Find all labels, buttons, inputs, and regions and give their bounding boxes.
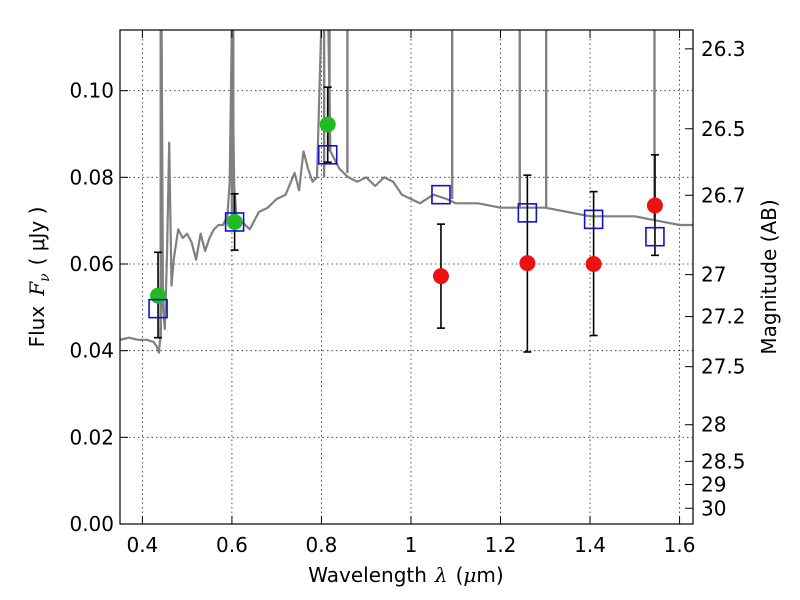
x-tick-label: 1 — [405, 533, 418, 557]
marker-layer — [148, 86, 665, 353]
x-tick-label: 1.2 — [485, 533, 517, 557]
model-photometry-square — [583, 209, 604, 230]
plot-area — [120, 30, 693, 524]
y2-tick-label: 30 — [701, 496, 726, 520]
model-photometry-square — [224, 212, 245, 232]
y2-tick-label: 28.5 — [701, 449, 746, 473]
y2-tick-label: 27.5 — [701, 355, 746, 379]
x-axis-label: Wavelength λ (μm) — [308, 563, 503, 587]
y2-tick-label: 27.2 — [701, 305, 746, 329]
y-tick-label: 0.00 — [69, 512, 114, 536]
red-data-point — [646, 197, 663, 214]
model-photometry-square — [645, 226, 665, 247]
y2-axis-label: Magnitude (AB) — [757, 199, 781, 354]
red-data-point — [432, 268, 449, 285]
green-data-point — [150, 287, 167, 304]
green-data-point — [226, 213, 243, 230]
red-data-point — [585, 256, 602, 272]
model-photometry-square — [148, 298, 168, 319]
plot-frame — [119, 29, 694, 525]
y-axis-label: FluxFν( μJy ) — [25, 207, 53, 348]
model-photometry-square — [431, 184, 451, 205]
spectrum-line — [120, 30, 693, 354]
y-tick-label: 0.10 — [69, 79, 114, 103]
y-tick-label: 0.02 — [69, 425, 114, 449]
x-tick-label: 0.4 — [126, 533, 158, 557]
x-tick-label: 0.8 — [306, 533, 338, 557]
x-tick-label: 0.6 — [216, 533, 248, 557]
y-tick-label: 0.06 — [69, 252, 114, 276]
y2-tick-label: 27 — [701, 263, 726, 287]
y-tick-label: 0.04 — [69, 339, 114, 363]
y2-tick-label: 26.3 — [701, 37, 746, 61]
y-tick-label: 0.08 — [69, 165, 114, 189]
x-tick-label: 1.4 — [574, 533, 606, 557]
y2-tick-label: 26.5 — [701, 117, 746, 141]
spectrum-layer — [120, 30, 693, 354]
y2-tick-label: 29 — [701, 472, 726, 496]
green-data-point — [319, 116, 336, 133]
model-photometry-square — [517, 203, 538, 223]
x-tick-label: 1.6 — [664, 533, 696, 557]
red-data-point — [519, 255, 536, 272]
ticks: 0.4 0.6 0.8 1 1.2 1.4 1.6 0.00 0.02 0.04 0.06 0.08 0… — [69, 30, 746, 557]
y2-tick-label: 26.7 — [701, 183, 746, 207]
model-photometry-square — [317, 145, 338, 165]
y2-tick-label: 28 — [701, 413, 726, 437]
